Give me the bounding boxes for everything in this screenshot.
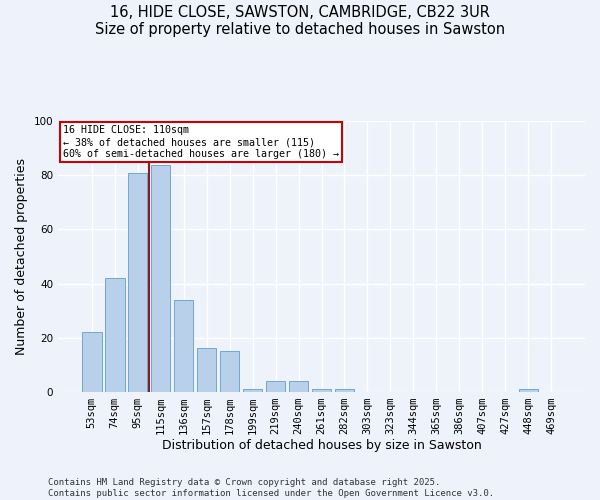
Bar: [82, 332, 101, 392]
X-axis label: Distribution of detached houses by size in Sawston: Distribution of detached houses by size …: [161, 440, 481, 452]
Bar: [335, 389, 354, 392]
Bar: [151, 164, 170, 392]
Bar: [243, 389, 262, 392]
Bar: [289, 381, 308, 392]
Text: Contains HM Land Registry data © Crown copyright and database right 2025.
Contai: Contains HM Land Registry data © Crown c…: [48, 478, 494, 498]
Bar: [518, 389, 538, 392]
Bar: [128, 172, 148, 392]
Bar: [220, 351, 239, 392]
Bar: [174, 300, 193, 392]
Y-axis label: Number of detached properties: Number of detached properties: [15, 158, 28, 355]
Text: 16, HIDE CLOSE, SAWSTON, CAMBRIDGE, CB22 3UR
Size of property relative to detach: 16, HIDE CLOSE, SAWSTON, CAMBRIDGE, CB22…: [95, 5, 505, 38]
Bar: [197, 348, 217, 392]
Bar: [266, 381, 286, 392]
Text: 16 HIDE CLOSE: 110sqm
← 38% of detached houses are smaller (115)
60% of semi-det: 16 HIDE CLOSE: 110sqm ← 38% of detached …: [64, 126, 340, 158]
Bar: [105, 278, 125, 392]
Bar: [312, 389, 331, 392]
